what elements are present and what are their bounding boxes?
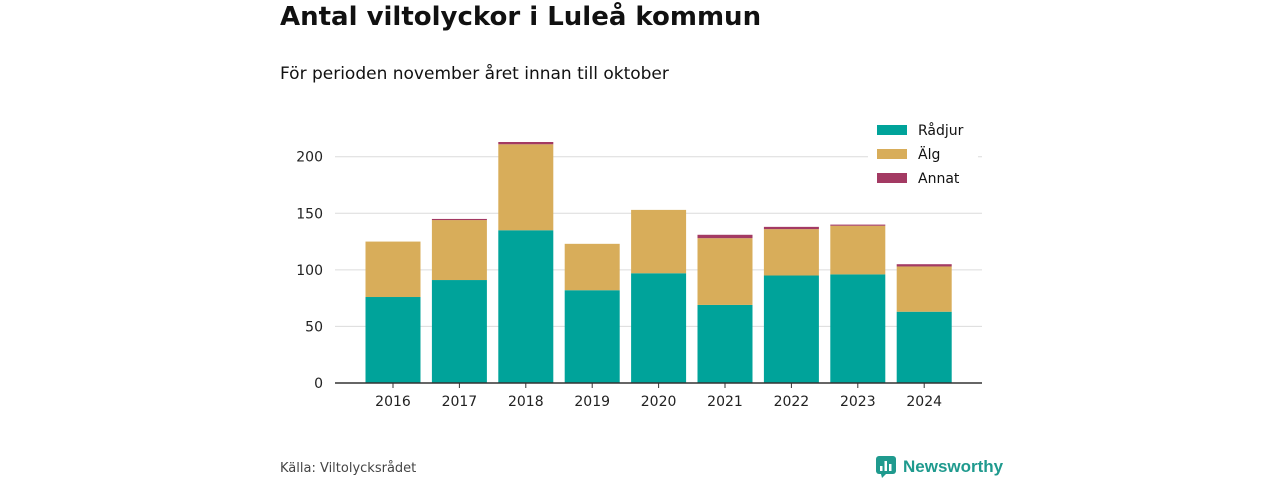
y-tick-label: 200	[296, 150, 323, 166]
source-note: Källa: Viltolycksrådet	[280, 461, 417, 476]
legend-swatch	[877, 149, 907, 159]
bar-segment-rådjur[interactable]	[431, 280, 487, 383]
chart-title: Antal viltolyckor i Luleå kommun	[280, 2, 762, 32]
bar-segment-älg[interactable]	[896, 266, 952, 312]
bar-segment-annat[interactable]	[697, 234, 753, 239]
axes: 0 50 100 150 200 2016 2017 2018 2019 2020 2021 2022…	[296, 150, 982, 410]
x-tick-label: 2016	[375, 394, 411, 410]
bar-segment-älg[interactable]	[365, 241, 421, 298]
y-tick-label: 150	[296, 206, 323, 222]
bar-segment-älg[interactable]	[498, 144, 554, 231]
legend-label: Annat	[918, 171, 960, 187]
x-tick-label: 2018	[508, 394, 544, 410]
brand-name: Newsworthy	[903, 457, 1004, 476]
bars	[365, 142, 952, 383]
y-tick-label: 50	[305, 319, 323, 335]
bar-segment-annat[interactable]	[830, 224, 886, 226]
legend-label: Älg	[918, 145, 940, 163]
y-tick-label: 100	[296, 263, 323, 279]
bar-segment-älg[interactable]	[697, 238, 753, 305]
bar-segment-annat[interactable]	[498, 142, 554, 145]
x-tick-label: 2021	[707, 394, 743, 410]
bar-segment-älg[interactable]	[564, 243, 620, 291]
legend-swatch	[877, 173, 907, 183]
bar-segment-älg[interactable]	[631, 209, 687, 274]
x-tick-label: 2017	[442, 394, 478, 410]
x-tick-label: 2023	[840, 394, 876, 410]
bar-segment-annat[interactable]	[763, 226, 819, 230]
brand-logo[interactable]: Newsworthy	[875, 455, 1003, 479]
bar-segment-rådjur[interactable]	[697, 304, 753, 383]
bar-segment-rådjur[interactable]	[498, 230, 554, 383]
bar-segment-rådjur[interactable]	[564, 290, 620, 383]
bar-segment-älg[interactable]	[431, 220, 487, 281]
bar-segment-annat[interactable]	[896, 264, 952, 267]
x-tick-label: 2019	[574, 394, 610, 410]
bar-segment-rådjur[interactable]	[763, 275, 819, 383]
x-tick-label: 2022	[774, 394, 810, 410]
x-tick-label: 2024	[906, 394, 942, 410]
chart-subtitle: För perioden november året innan till ok…	[280, 64, 669, 84]
newsworthy-logo-icon	[876, 456, 896, 478]
bar-segment-rådjur[interactable]	[830, 274, 886, 383]
y-tick-label: 0	[314, 376, 323, 392]
bar-segment-rådjur[interactable]	[896, 311, 952, 383]
bar-segment-älg[interactable]	[763, 229, 819, 276]
legend: Rådjur Älg Annat	[868, 116, 978, 190]
bar-segment-annat[interactable]	[431, 218, 487, 221]
bar-segment-rådjur[interactable]	[631, 273, 687, 383]
legend-swatch	[877, 125, 907, 135]
legend-label: Rådjur	[918, 122, 964, 139]
bar-segment-älg[interactable]	[830, 225, 886, 275]
x-tick-label: 2020	[641, 394, 677, 410]
bar-segment-rådjur[interactable]	[365, 297, 421, 383]
